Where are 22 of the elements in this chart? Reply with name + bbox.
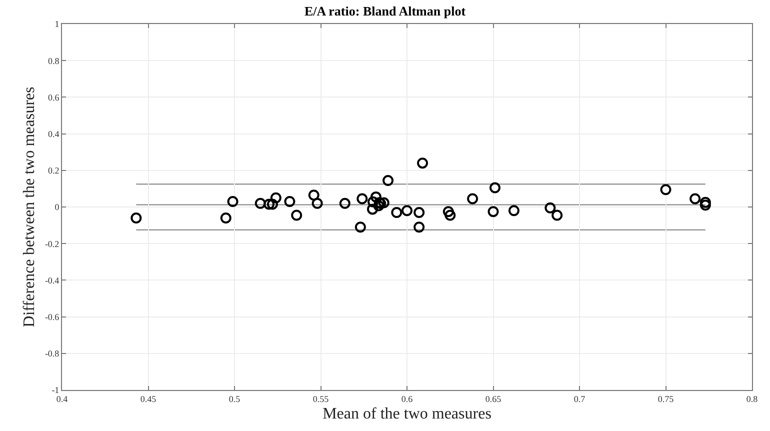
- y-tick-label: 0.8: [48, 56, 60, 66]
- y-axis-title: Difference between the two measures: [20, 86, 38, 328]
- x-tick-label: 0.75: [658, 394, 674, 404]
- chart-title: E/A ratio: Bland Altman plot: [304, 4, 466, 19]
- x-tick-label: 0.7: [574, 394, 586, 404]
- x-tick-label: 0.65: [485, 394, 502, 404]
- x-tick-label: 0.8: [746, 394, 758, 404]
- x-tick-label: 0.55: [312, 394, 330, 404]
- y-tick-label: -0.2: [44, 238, 60, 249]
- y-tick-label: -1: [52, 385, 60, 396]
- x-tick-label: 0.45: [140, 394, 157, 404]
- x-tick-label: 0.6: [401, 394, 414, 404]
- y-tick-label: 0.2: [48, 166, 60, 176]
- y-tick-label: 0.4: [48, 128, 60, 139]
- y-tick-label: -0.4: [44, 275, 60, 286]
- x-axis-title: Mean of the two measures: [322, 406, 492, 422]
- y-tick-label: 1: [54, 19, 60, 30]
- y-tick-label: 0: [54, 202, 60, 212]
- x-tick-label: 0.5: [228, 394, 241, 404]
- y-tick-label: -0.8: [44, 348, 60, 359]
- y-tick-label: 0.6: [48, 92, 60, 102]
- y-tick-label: -0.6: [44, 312, 60, 322]
